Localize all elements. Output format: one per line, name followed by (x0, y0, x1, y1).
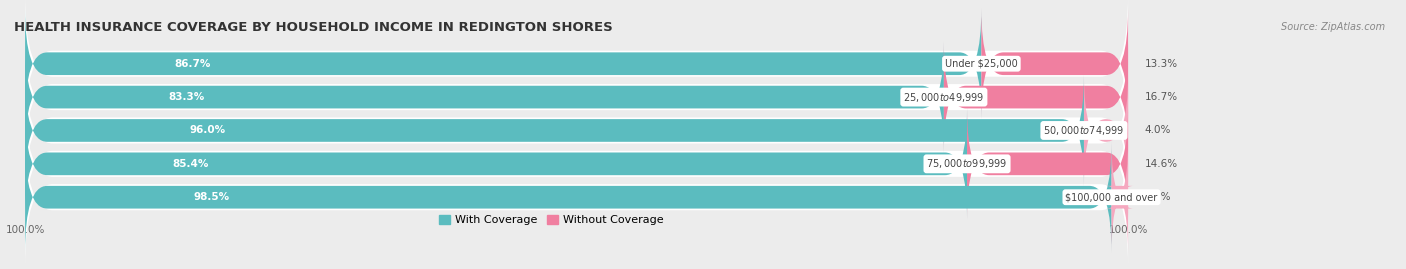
FancyBboxPatch shape (25, 0, 1128, 134)
Text: 98.5%: 98.5% (194, 192, 229, 202)
FancyBboxPatch shape (25, 142, 1112, 253)
Text: $75,000 to $99,999: $75,000 to $99,999 (927, 157, 1008, 170)
Text: $50,000 to $74,999: $50,000 to $74,999 (1043, 124, 1125, 137)
Text: $25,000 to $49,999: $25,000 to $49,999 (903, 91, 984, 104)
FancyBboxPatch shape (25, 8, 981, 119)
Text: 86.7%: 86.7% (174, 59, 211, 69)
FancyBboxPatch shape (25, 27, 1128, 168)
FancyBboxPatch shape (25, 42, 943, 153)
FancyBboxPatch shape (25, 127, 1128, 268)
Legend: With Coverage, Without Coverage: With Coverage, Without Coverage (434, 210, 668, 229)
Text: 96.0%: 96.0% (190, 125, 225, 136)
Text: 14.6%: 14.6% (1144, 159, 1178, 169)
FancyBboxPatch shape (943, 42, 1128, 153)
FancyBboxPatch shape (1107, 142, 1133, 253)
FancyBboxPatch shape (25, 75, 1084, 186)
Text: Source: ZipAtlas.com: Source: ZipAtlas.com (1281, 22, 1385, 31)
Text: 83.3%: 83.3% (169, 92, 205, 102)
FancyBboxPatch shape (1084, 75, 1128, 186)
Text: 85.4%: 85.4% (172, 159, 208, 169)
Text: 4.0%: 4.0% (1144, 125, 1171, 136)
Text: 1.5%: 1.5% (1144, 192, 1171, 202)
Text: 16.7%: 16.7% (1144, 92, 1178, 102)
FancyBboxPatch shape (25, 108, 967, 219)
Text: $100,000 and over: $100,000 and over (1066, 192, 1157, 202)
Text: 13.3%: 13.3% (1144, 59, 1178, 69)
FancyBboxPatch shape (25, 60, 1128, 201)
FancyBboxPatch shape (25, 93, 1128, 234)
FancyBboxPatch shape (967, 108, 1128, 219)
Text: HEALTH INSURANCE COVERAGE BY HOUSEHOLD INCOME IN REDINGTON SHORES: HEALTH INSURANCE COVERAGE BY HOUSEHOLD I… (14, 21, 613, 34)
FancyBboxPatch shape (981, 8, 1128, 119)
Text: Under $25,000: Under $25,000 (945, 59, 1018, 69)
